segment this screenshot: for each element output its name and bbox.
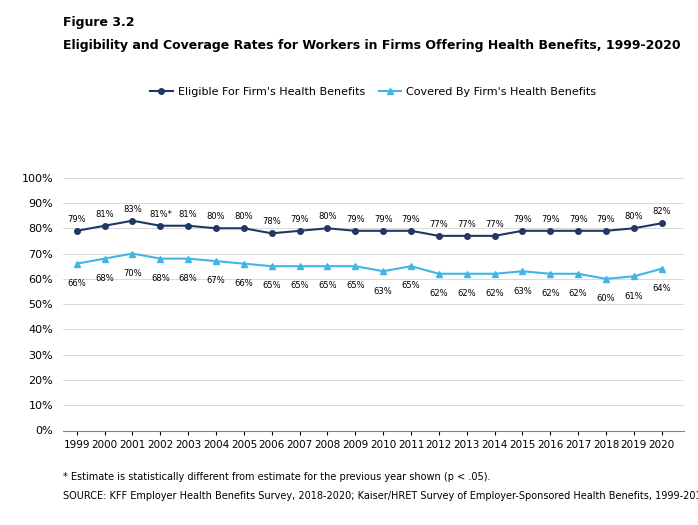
Covered By Firm's Health Benefits: [658, 266, 666, 272]
Text: 60%: 60%: [597, 294, 616, 303]
Text: 62%: 62%: [429, 289, 448, 298]
Covered By Firm's Health Benefits: [323, 263, 332, 269]
Eligible For Firm's Health Benefits: [295, 228, 304, 234]
Eligible For Firm's Health Benefits: [128, 217, 137, 224]
Text: 61%: 61%: [625, 291, 644, 301]
Text: 62%: 62%: [457, 289, 476, 298]
Eligible For Firm's Health Benefits: [658, 220, 666, 226]
Eligible For Firm's Health Benefits: [574, 228, 582, 234]
Text: 80%: 80%: [625, 212, 644, 222]
Text: 79%: 79%: [513, 215, 532, 224]
Text: 81%: 81%: [96, 210, 114, 219]
Text: 80%: 80%: [207, 212, 225, 222]
Eligible For Firm's Health Benefits: [491, 233, 499, 239]
Text: 79%: 79%: [569, 215, 588, 224]
Eligible For Firm's Health Benefits: [463, 233, 471, 239]
Covered By Firm's Health Benefits: [630, 273, 638, 279]
Text: 70%: 70%: [123, 269, 142, 278]
Covered By Firm's Health Benefits: [351, 263, 359, 269]
Covered By Firm's Health Benefits: [184, 256, 193, 262]
Text: 78%: 78%: [262, 217, 281, 226]
Text: Eligibility and Coverage Rates for Workers in Firms Offering Health Benefits, 19: Eligibility and Coverage Rates for Worke…: [63, 39, 681, 52]
Text: 68%: 68%: [179, 274, 198, 283]
Text: 80%: 80%: [235, 212, 253, 222]
Line: Eligible For Firm's Health Benefits: Eligible For Firm's Health Benefits: [74, 218, 664, 239]
Eligible For Firm's Health Benefits: [184, 223, 193, 229]
Covered By Firm's Health Benefits: [101, 256, 109, 262]
Text: 81%*: 81%*: [149, 210, 172, 219]
Text: 77%: 77%: [429, 220, 448, 229]
Text: 82%: 82%: [653, 207, 671, 216]
Eligible For Firm's Health Benefits: [323, 225, 332, 232]
Text: Figure 3.2: Figure 3.2: [63, 16, 134, 29]
Covered By Firm's Health Benefits: [295, 263, 304, 269]
Text: * Estimate is statistically different from estimate for the previous year shown : * Estimate is statistically different fr…: [63, 472, 490, 482]
Covered By Firm's Health Benefits: [267, 263, 276, 269]
Text: 79%: 79%: [346, 215, 364, 224]
Text: 64%: 64%: [653, 284, 671, 293]
Eligible For Firm's Health Benefits: [212, 225, 221, 232]
Eligible For Firm's Health Benefits: [156, 223, 165, 229]
Covered By Firm's Health Benefits: [212, 258, 221, 264]
Text: 63%: 63%: [513, 287, 532, 296]
Text: 83%: 83%: [123, 205, 142, 214]
Text: 65%: 65%: [346, 281, 364, 290]
Covered By Firm's Health Benefits: [379, 268, 387, 275]
Eligible For Firm's Health Benefits: [519, 228, 527, 234]
Text: 66%: 66%: [235, 279, 253, 288]
Covered By Firm's Health Benefits: [239, 260, 248, 267]
Line: Covered By Firm's Health Benefits: Covered By Firm's Health Benefits: [73, 250, 665, 282]
Text: 79%: 79%: [290, 215, 309, 224]
Covered By Firm's Health Benefits: [546, 270, 554, 277]
Covered By Firm's Health Benefits: [128, 250, 137, 257]
Eligible For Firm's Health Benefits: [435, 233, 443, 239]
Covered By Firm's Health Benefits: [574, 270, 582, 277]
Covered By Firm's Health Benefits: [73, 260, 81, 267]
Covered By Firm's Health Benefits: [156, 256, 165, 262]
Text: 79%: 79%: [374, 215, 392, 224]
Eligible For Firm's Health Benefits: [267, 230, 276, 236]
Eligible For Firm's Health Benefits: [602, 228, 610, 234]
Text: 66%: 66%: [68, 279, 86, 288]
Eligible For Firm's Health Benefits: [73, 228, 81, 234]
Eligible For Firm's Health Benefits: [239, 225, 248, 232]
Legend: Eligible For Firm's Health Benefits, Covered By Firm's Health Benefits: Eligible For Firm's Health Benefits, Cov…: [150, 87, 597, 97]
Covered By Firm's Health Benefits: [407, 263, 415, 269]
Text: 63%: 63%: [374, 287, 392, 296]
Covered By Firm's Health Benefits: [463, 270, 471, 277]
Eligible For Firm's Health Benefits: [407, 228, 415, 234]
Eligible For Firm's Health Benefits: [546, 228, 554, 234]
Covered By Firm's Health Benefits: [519, 268, 527, 275]
Text: 67%: 67%: [207, 277, 225, 286]
Text: 79%: 79%: [597, 215, 616, 224]
Covered By Firm's Health Benefits: [491, 270, 499, 277]
Text: 65%: 65%: [262, 281, 281, 290]
Eligible For Firm's Health Benefits: [101, 223, 109, 229]
Text: 77%: 77%: [485, 220, 504, 229]
Covered By Firm's Health Benefits: [602, 276, 610, 282]
Text: 62%: 62%: [485, 289, 504, 298]
Text: SOURCE: KFF Employer Health Benefits Survey, 2018-2020; Kaiser/HRET Survey of Em: SOURCE: KFF Employer Health Benefits Sur…: [63, 491, 698, 501]
Text: 81%: 81%: [179, 210, 198, 219]
Text: 79%: 79%: [68, 215, 86, 224]
Text: 65%: 65%: [318, 281, 336, 290]
Text: 65%: 65%: [290, 281, 309, 290]
Text: 62%: 62%: [541, 289, 560, 298]
Eligible For Firm's Health Benefits: [379, 228, 387, 234]
Text: 68%: 68%: [151, 274, 170, 283]
Text: 77%: 77%: [457, 220, 476, 229]
Eligible For Firm's Health Benefits: [351, 228, 359, 234]
Text: 65%: 65%: [402, 281, 420, 290]
Text: 68%: 68%: [95, 274, 114, 283]
Text: 80%: 80%: [318, 212, 336, 222]
Text: 62%: 62%: [569, 289, 588, 298]
Covered By Firm's Health Benefits: [435, 270, 443, 277]
Text: 79%: 79%: [541, 215, 560, 224]
Eligible For Firm's Health Benefits: [630, 225, 638, 232]
Text: 79%: 79%: [402, 215, 420, 224]
